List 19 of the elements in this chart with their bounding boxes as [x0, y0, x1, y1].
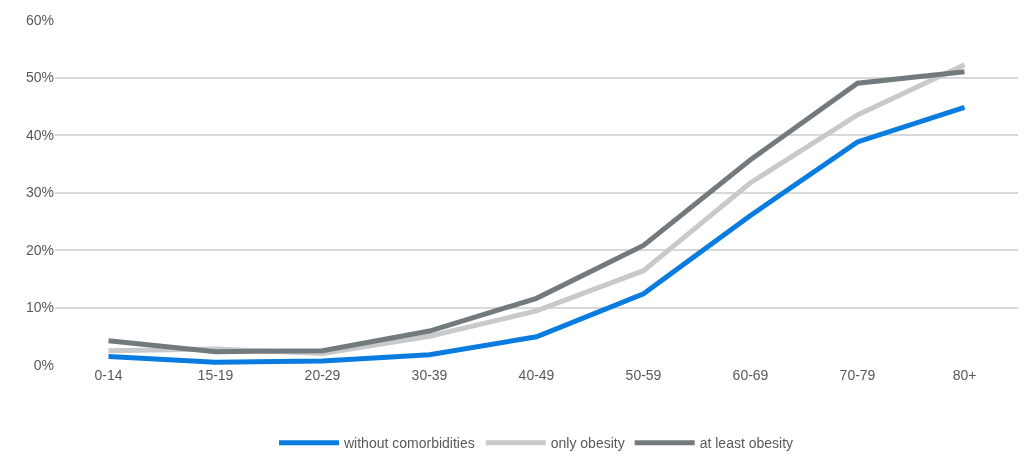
x-tick-label: 30-39 [411, 367, 448, 383]
x-tick-label: 50-59 [625, 367, 662, 383]
legend-label: at least obesity [699, 435, 794, 452]
y-tick-label: 20% [25, 241, 54, 258]
y-tick-label: 50% [25, 69, 54, 86]
y-tick-label: 40% [25, 126, 54, 143]
legend-label: without comorbidities [343, 435, 475, 452]
x-tick-label: 40-49 [518, 367, 555, 383]
legend-label: only obesity [550, 435, 625, 452]
y-tick-label: 0% [33, 356, 54, 373]
y-tick-label: 60% [25, 11, 54, 28]
x-tick-label: 20-29 [304, 367, 341, 383]
y-tick-label: 10% [25, 299, 54, 316]
y-tick-label: 30% [25, 184, 54, 201]
x-tick-label: 80+ [952, 367, 977, 383]
x-tick-label: 70-79 [839, 367, 876, 383]
x-tick-label: 60-69 [732, 367, 769, 383]
x-tick-label: 0-14 [94, 367, 123, 383]
x-tick-label: 15-19 [197, 367, 234, 383]
